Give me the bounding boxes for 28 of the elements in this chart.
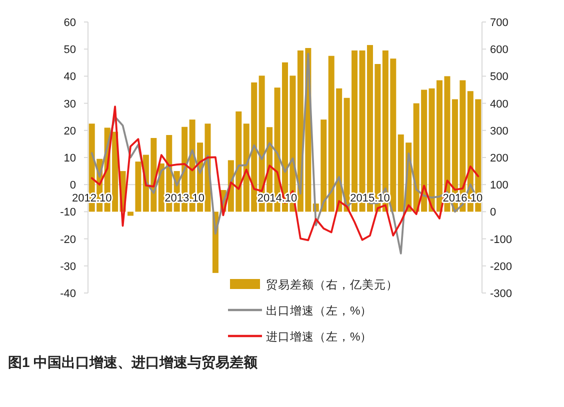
y2-tick-label: 0 <box>490 206 496 219</box>
y2-tick-label: 600 <box>490 44 508 56</box>
y-tick-label: 30 <box>64 98 76 110</box>
bar <box>135 162 142 212</box>
y-tick-label: 60 <box>64 17 76 29</box>
y-tick-label: 50 <box>64 44 76 56</box>
y-tick-label: -40 <box>60 288 76 300</box>
y-tick-label: 20 <box>64 125 76 138</box>
y2-tick-label: 200 <box>490 152 508 164</box>
bar <box>127 212 134 216</box>
y2-tick-label: 400 <box>490 98 508 110</box>
y2-tick-label: -300 <box>490 288 512 300</box>
y-tick-label: 0 <box>70 180 76 192</box>
y2-tick-label: -100 <box>490 234 512 246</box>
y2-tick-label: -200 <box>490 260 512 273</box>
legend-label: 出口增速（左，%） <box>266 304 372 318</box>
legend-label: 进口增速（左，%） <box>266 330 372 344</box>
y-tick-label: -10 <box>60 206 76 219</box>
y2-tick-label: 500 <box>490 71 508 84</box>
text: 图1 中国出口增速、进口增速与贸易差额 <box>8 354 259 370</box>
y2-tick-label: 700 <box>490 17 508 29</box>
y-tick-label: -30 <box>60 260 76 273</box>
y-tick-label: -20 <box>60 234 76 246</box>
legend-label: 贸易差额（右，亿美元） <box>266 278 398 292</box>
y-tick-label: 10 <box>64 152 76 164</box>
y-tick-label: 40 <box>64 71 76 84</box>
y2-tick-label: 300 <box>490 125 508 138</box>
y2-tick-label: 100 <box>490 180 508 192</box>
